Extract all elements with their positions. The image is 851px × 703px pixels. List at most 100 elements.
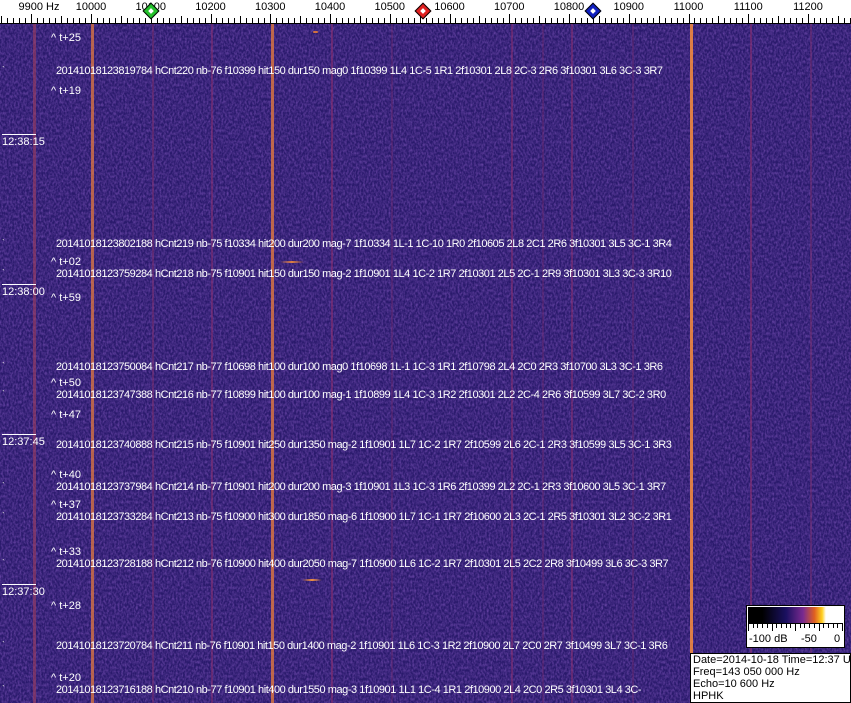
row-tick-mark: ` bbox=[2, 558, 5, 568]
axis-tick bbox=[503, 18, 504, 24]
axis-tick bbox=[826, 18, 827, 24]
axis-tick bbox=[557, 18, 558, 24]
axis-tick bbox=[79, 18, 80, 24]
axis-tick bbox=[342, 18, 343, 24]
axis-tick bbox=[276, 18, 277, 24]
axis-tick bbox=[808, 14, 809, 24]
colorbar-tick bbox=[762, 624, 763, 628]
axis-tick bbox=[37, 18, 38, 24]
axis-tick bbox=[240, 16, 241, 24]
axis-label-10000: 10000 bbox=[75, 1, 107, 13]
axis-tick bbox=[665, 18, 666, 24]
axis-tick bbox=[569, 14, 570, 24]
axis-label-10200: 10200 bbox=[195, 1, 226, 13]
info-freq: Freq=143 050 000 Hz bbox=[693, 666, 800, 678]
t-offset-label: ^ t+33 bbox=[51, 546, 81, 558]
axis-tick bbox=[671, 18, 672, 24]
axis-tick bbox=[264, 18, 265, 24]
row-tick-mark: ` bbox=[2, 640, 5, 650]
axis-label-10700: 10700 bbox=[493, 1, 525, 13]
noise-background bbox=[0, 24, 851, 703]
axis-tick bbox=[73, 18, 74, 24]
axis-tick bbox=[473, 18, 474, 24]
colorbar: -100 dB -50 0 bbox=[746, 605, 845, 648]
t-offset-label: ^ t+20 bbox=[51, 672, 81, 684]
axis-tick bbox=[222, 18, 223, 24]
axis-tick bbox=[306, 18, 307, 24]
axis-tick bbox=[784, 18, 785, 24]
row-tick-mark: ` bbox=[2, 268, 5, 278]
t-offset-label: ^ t+02 bbox=[51, 256, 81, 268]
t-offset-label: ^ t+25 bbox=[51, 32, 81, 44]
axis-tick bbox=[216, 18, 217, 24]
detection-line: 20141018123728188 hCnt212 nb-76 f10900 h… bbox=[56, 558, 669, 570]
axis-tick bbox=[479, 16, 480, 24]
axis-tick bbox=[378, 18, 379, 24]
axis-tick bbox=[748, 14, 749, 24]
time-label: 12:38:15 bbox=[2, 134, 45, 148]
t-offset-label: ^ t+47 bbox=[51, 409, 81, 421]
t-offset-label: ^ t+50 bbox=[51, 377, 81, 389]
detection-line: 20141018123740888 hCnt215 nb-75 f10901 h… bbox=[56, 439, 672, 451]
t-offset-label: ^ t+19 bbox=[51, 85, 81, 97]
axis-tick bbox=[181, 16, 182, 24]
detection-line: 20141018123733284 hCnt213 nb-75 f10900 h… bbox=[56, 511, 672, 523]
axis-tick bbox=[653, 18, 654, 24]
colorbar-tick bbox=[842, 624, 843, 631]
axis-tick bbox=[754, 18, 755, 24]
axis-tick bbox=[85, 18, 86, 24]
detection-line: 20141018123716188 hCnt210 nb-77 f10901 h… bbox=[56, 684, 642, 696]
axis-tick bbox=[366, 18, 367, 24]
axis-tick bbox=[677, 18, 678, 24]
axis-tick bbox=[211, 14, 212, 24]
colorbar-tick bbox=[753, 624, 754, 628]
axis-tick bbox=[438, 18, 439, 24]
colorbar-tick bbox=[814, 624, 815, 628]
axis-tick bbox=[354, 18, 355, 24]
axis-tick bbox=[97, 18, 98, 24]
t-offset-label: ^ t+37 bbox=[51, 499, 81, 511]
axis-tick bbox=[778, 16, 779, 24]
detection-line: 20141018123750084 hCnt217 nb-77 f10698 h… bbox=[56, 361, 663, 373]
axis-tick bbox=[139, 18, 140, 24]
axis-tick bbox=[67, 18, 68, 24]
axis-label-11000: 11000 bbox=[673, 1, 704, 13]
axis-tick bbox=[491, 18, 492, 24]
red-marker-icon[interactable] bbox=[414, 2, 432, 20]
axis-tick bbox=[766, 18, 767, 24]
colorbar-tick bbox=[823, 624, 824, 628]
axis-tick bbox=[515, 18, 516, 24]
axis-baseline bbox=[0, 23, 851, 24]
axis-tick bbox=[61, 16, 62, 24]
detection-line: 20141018123759284 hCnt218 nb-75 f10901 h… bbox=[56, 268, 672, 280]
axis-tick bbox=[455, 18, 456, 24]
axis-tick bbox=[461, 18, 462, 24]
axis-tick bbox=[384, 18, 385, 24]
carrier-line bbox=[91, 24, 94, 703]
axis-label-10500: 10500 bbox=[374, 1, 406, 13]
axis-tick bbox=[700, 18, 701, 24]
axis-tick bbox=[838, 16, 839, 24]
colorbar-tick bbox=[833, 624, 834, 628]
row-tick-mark: ` bbox=[42, 439, 45, 449]
axis-tick bbox=[593, 18, 594, 24]
axis-label-11200: 11200 bbox=[793, 1, 823, 13]
axis-label-10600: 10600 bbox=[434, 1, 465, 13]
axis-tick bbox=[539, 16, 540, 24]
axis-tick bbox=[587, 18, 588, 24]
axis-tick bbox=[497, 18, 498, 24]
axis-tick bbox=[163, 18, 164, 24]
axis-tick bbox=[151, 14, 152, 24]
axis-tick bbox=[802, 18, 803, 24]
axis-tick bbox=[31, 14, 32, 24]
row-tick-mark: ` bbox=[2, 511, 5, 521]
frequency-axis: 9900 Hz 10000101001020010300104001050010… bbox=[0, 0, 851, 24]
axis-tick bbox=[121, 16, 122, 24]
axis-tick bbox=[790, 18, 791, 24]
axis-label-10300: 10300 bbox=[254, 1, 286, 13]
info-station: HPHK bbox=[693, 690, 724, 702]
axis-unit-label: 9900 Hz bbox=[18, 1, 60, 13]
axis-tick bbox=[228, 18, 229, 24]
axis-tick bbox=[683, 18, 684, 24]
axis-tick bbox=[324, 18, 325, 24]
